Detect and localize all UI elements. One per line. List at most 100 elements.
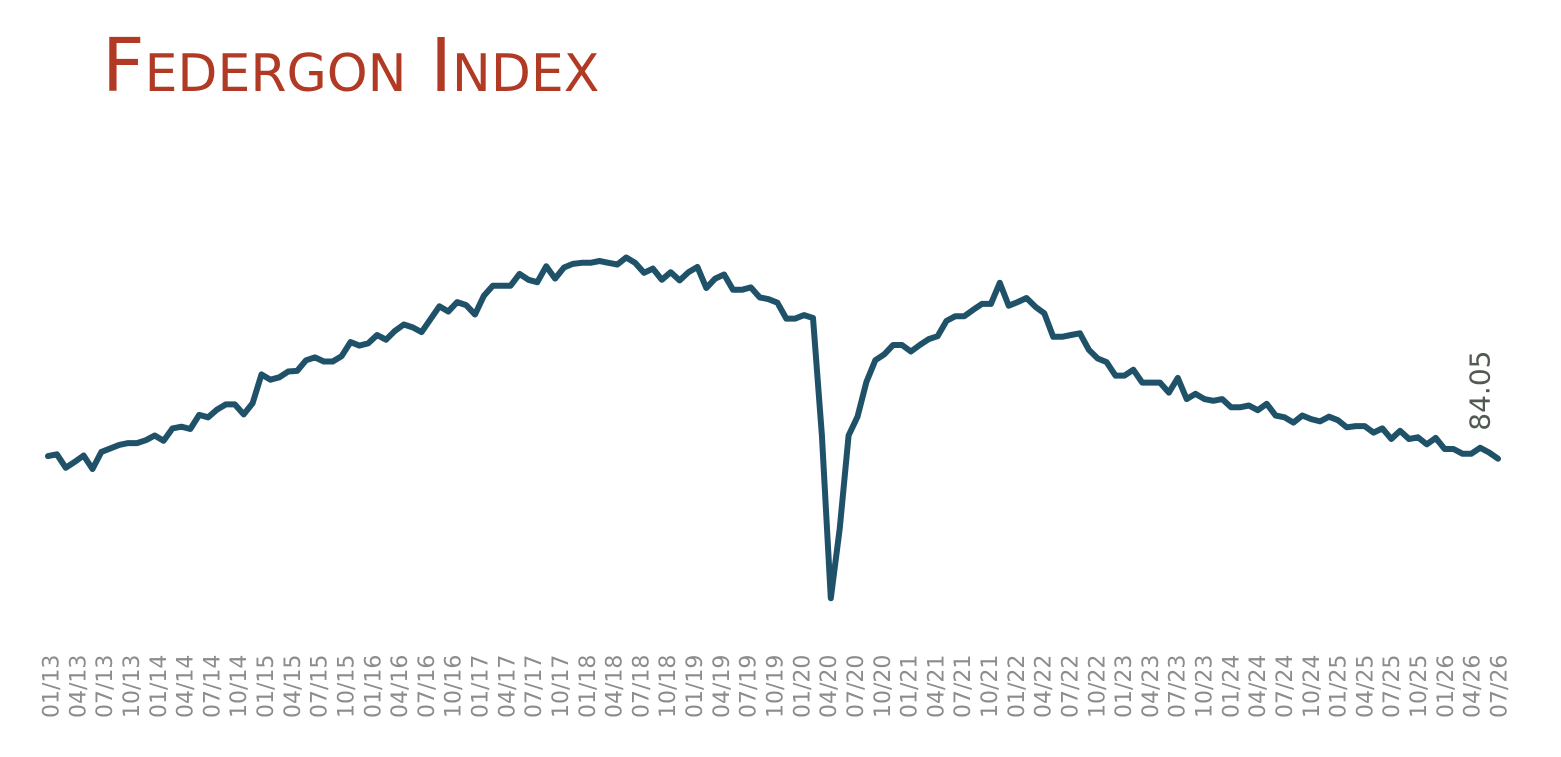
x-tick-label: 04/26 xyxy=(1461,655,1486,718)
data-point xyxy=(1299,412,1305,419)
data-point xyxy=(1450,446,1457,452)
data-point xyxy=(89,466,96,472)
x-tick-label: 01/16 xyxy=(361,655,386,718)
data-point xyxy=(1050,334,1056,340)
x-tick-label: 04/25 xyxy=(1353,655,1378,718)
x-tick-label: 01/20 xyxy=(790,655,815,718)
x-tick-label: 07/23 xyxy=(1166,655,1191,718)
data-point xyxy=(1228,404,1234,410)
data-point xyxy=(899,342,905,348)
data-point xyxy=(214,407,220,413)
data-point xyxy=(970,307,976,313)
data-point xyxy=(819,432,825,439)
data-point xyxy=(605,260,612,266)
data-point xyxy=(837,526,843,532)
data-point xyxy=(988,301,994,307)
data-point xyxy=(1495,456,1501,462)
data-point xyxy=(1148,380,1154,386)
x-tick-label: 04/15 xyxy=(281,655,306,718)
x-tick-label: 10/22 xyxy=(1085,655,1110,718)
data-point xyxy=(659,277,665,283)
data-point xyxy=(481,293,487,299)
data-point xyxy=(134,440,140,446)
data-point xyxy=(445,308,451,315)
data-point xyxy=(1290,420,1296,426)
data-point xyxy=(890,342,896,348)
data-point xyxy=(1486,449,1492,456)
data-point xyxy=(427,316,434,322)
data-point xyxy=(419,329,425,335)
data-point xyxy=(1077,330,1083,336)
data-point xyxy=(303,357,309,363)
data-point xyxy=(499,283,505,289)
data-point xyxy=(321,358,327,365)
data-point xyxy=(596,258,603,264)
data-point xyxy=(1362,423,1368,429)
data-point xyxy=(1184,396,1190,402)
annotation-group: 84.05 xyxy=(1464,351,1497,431)
x-tick-label: 07/17 xyxy=(522,655,547,718)
data-point xyxy=(926,336,932,342)
data-point xyxy=(685,269,692,275)
data-point xyxy=(1006,303,1012,309)
data-point xyxy=(1442,446,1448,452)
data-point xyxy=(783,316,789,322)
x-tick-label: 04/23 xyxy=(1139,655,1164,718)
x-tick-label: 01/22 xyxy=(1005,655,1030,718)
data-point xyxy=(961,313,967,319)
data-point xyxy=(1379,425,1385,431)
data-point xyxy=(339,353,345,359)
data-point xyxy=(454,299,460,305)
data-point xyxy=(1157,380,1163,386)
data-point xyxy=(472,311,478,318)
data-point xyxy=(774,300,781,306)
x-tick-label: 01/21 xyxy=(898,655,923,718)
x-tick-label: 04/22 xyxy=(1032,655,1057,718)
data-point xyxy=(1023,295,1030,301)
data-point xyxy=(383,337,389,343)
data-point xyxy=(312,354,318,360)
data-point xyxy=(223,401,229,407)
data-point xyxy=(908,348,914,355)
x-tick-label: 01/18 xyxy=(576,655,601,718)
x-tick-label: 07/22 xyxy=(1058,655,1083,718)
series-line xyxy=(45,254,1501,602)
data-point xyxy=(1317,418,1323,424)
data-point xyxy=(356,343,362,349)
data-point xyxy=(1415,434,1421,440)
data-point xyxy=(250,400,256,406)
x-tick-label: 10/19 xyxy=(764,655,789,718)
data-point xyxy=(463,302,469,308)
x-tick-label: 01/24 xyxy=(1219,655,1244,718)
x-tick-label: 07/26 xyxy=(1488,655,1513,718)
data-point xyxy=(1397,428,1403,434)
data-point xyxy=(1273,412,1279,419)
data-point xyxy=(330,358,336,365)
x-tick-label: 01/17 xyxy=(469,655,494,718)
data-point xyxy=(241,411,247,417)
x-tick-label: 04/18 xyxy=(603,655,628,718)
data-point xyxy=(72,459,78,465)
data-point xyxy=(205,414,211,420)
data-point xyxy=(641,270,647,276)
x-tick-label: 07/24 xyxy=(1273,655,1298,718)
data-point xyxy=(1068,332,1074,338)
data-point xyxy=(1237,404,1243,410)
x-tick-label: 10/16 xyxy=(442,655,467,718)
data-point xyxy=(1112,373,1119,379)
data-point xyxy=(757,294,763,300)
x-tick-label: 10/20 xyxy=(871,655,896,718)
x-tick-label: 07/18 xyxy=(629,655,654,718)
x-tick-label: 01/23 xyxy=(1112,655,1137,718)
data-point xyxy=(730,287,736,293)
data-point xyxy=(1192,391,1199,397)
data-point xyxy=(365,340,371,346)
x-tick-label: 04/21 xyxy=(924,655,949,718)
data-point xyxy=(588,260,594,266)
data-point xyxy=(525,277,532,283)
data-point xyxy=(863,379,870,385)
x-tick-label: 01/25 xyxy=(1327,655,1352,718)
x-tick-label: 10/25 xyxy=(1407,655,1432,718)
data-point xyxy=(410,324,416,330)
data-point xyxy=(1433,435,1439,441)
